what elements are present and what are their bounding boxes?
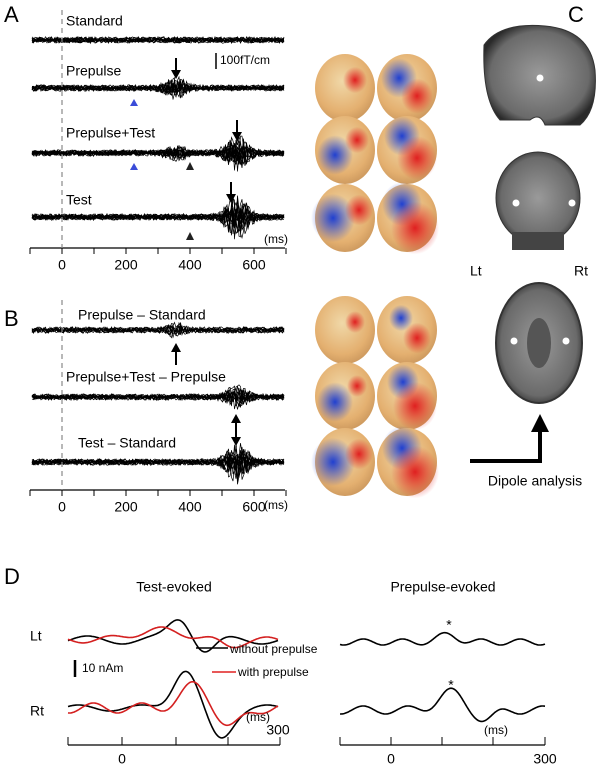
head — [315, 296, 375, 364]
field — [389, 304, 413, 332]
field — [345, 438, 373, 470]
mri-images — [483, 24, 596, 404]
trace — [31, 203, 285, 231]
trace — [31, 389, 285, 410]
trace-label: Prepulse+Test — [66, 125, 155, 141]
row-label: Lt — [30, 628, 42, 644]
head-maps — [311, 54, 439, 499]
waveform — [67, 619, 279, 653]
waveform — [339, 631, 546, 646]
panel-label: D — [4, 564, 20, 589]
x-unit: (ms) — [484, 723, 508, 737]
waveform — [67, 681, 279, 727]
x-tick-label: 300 — [266, 722, 290, 738]
x-tick-label: 0 — [58, 499, 66, 515]
panel-label: C — [568, 2, 584, 27]
waveform — [67, 626, 279, 649]
x-tick-label: 200 — [114, 499, 138, 515]
traces — [31, 35, 546, 739]
x-unit: (ms) — [246, 710, 270, 724]
panel-label: A — [4, 2, 19, 27]
field — [345, 194, 373, 226]
trace — [31, 79, 285, 94]
field — [317, 135, 353, 175]
marker: * — [448, 677, 454, 693]
trace — [31, 36, 285, 44]
trace — [31, 78, 285, 96]
trace-label: Prepulse+Test – Prepulse — [66, 369, 226, 385]
arrow — [470, 414, 549, 463]
ticks — [67, 737, 546, 745]
trace — [31, 321, 285, 336]
field — [393, 381, 437, 431]
x-tick-label: 200 — [114, 257, 138, 273]
side-label: Rt — [574, 263, 588, 279]
x-tick-label: 600 — [242, 257, 266, 273]
column-title: Test-evoked — [136, 579, 211, 595]
panel-label: B — [4, 306, 19, 331]
x-tick-label: 400 — [178, 499, 202, 515]
ticks: 0 200 400 600 0 200 400 600 — [29, 248, 287, 515]
markers — [130, 58, 242, 446]
trace — [31, 326, 285, 336]
column-title: Prepulse-evoked — [390, 579, 495, 595]
trace — [31, 387, 285, 410]
x-unit: (ms) — [264, 498, 288, 512]
trace-label: Standard — [66, 13, 123, 29]
trace — [31, 385, 285, 404]
trace — [31, 136, 285, 166]
trace-label: Test – Standard — [78, 435, 176, 451]
trace-label: Prepulse – Standard — [78, 307, 206, 323]
trace — [31, 448, 285, 477]
field — [403, 322, 431, 354]
field — [347, 375, 367, 397]
waveform — [340, 687, 546, 723]
x-tick-label: 0 — [118, 751, 126, 767]
legend-entry: without prepulse — [229, 642, 318, 656]
field — [317, 382, 353, 422]
head — [315, 54, 375, 122]
x-tick-label: 600 — [242, 499, 266, 515]
trace-label: Test — [66, 192, 92, 208]
x-tick-label: 400 — [178, 257, 202, 273]
field — [391, 445, 439, 499]
field — [401, 78, 433, 114]
field — [391, 201, 439, 255]
trace — [31, 80, 285, 98]
caption: Dipole analysis — [488, 473, 582, 489]
field — [397, 136, 437, 180]
row-label: Rt — [30, 703, 44, 719]
trace — [31, 450, 285, 479]
scale-label: 10 nAm — [82, 661, 123, 675]
field — [311, 193, 355, 243]
x-unit: (ms) — [264, 232, 288, 246]
field — [343, 66, 367, 94]
x-tick-label: 0 — [387, 751, 395, 767]
field — [311, 437, 355, 487]
side-label: Lt — [470, 263, 482, 279]
trace-label: Prepulse — [66, 63, 121, 79]
trace — [31, 323, 285, 335]
trace — [31, 142, 285, 172]
field — [345, 311, 365, 333]
legend-entry: with prepulse — [237, 665, 309, 679]
trace — [31, 142, 285, 164]
trace — [31, 36, 285, 44]
x-tick-label: 0 — [58, 257, 66, 273]
field — [345, 126, 369, 154]
marker: * — [446, 617, 452, 633]
x-tick-label: 300 — [533, 751, 557, 767]
scale-label: 100fT/cm — [220, 53, 270, 67]
